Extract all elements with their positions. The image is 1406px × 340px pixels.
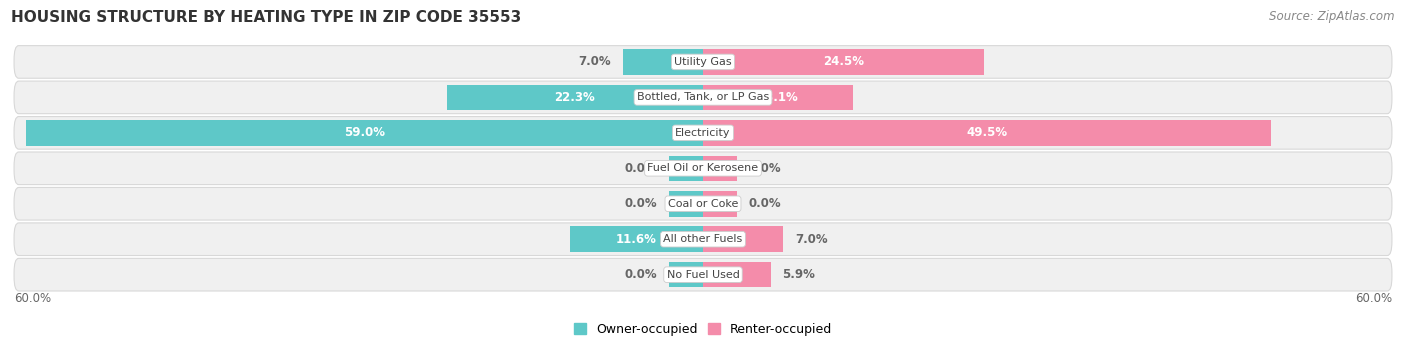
FancyBboxPatch shape xyxy=(14,187,1392,220)
Bar xyxy=(623,49,703,75)
Bar xyxy=(669,155,703,181)
Text: 13.1%: 13.1% xyxy=(758,91,799,104)
FancyBboxPatch shape xyxy=(14,152,1392,185)
Text: 5.9%: 5.9% xyxy=(782,268,815,281)
Text: 59.0%: 59.0% xyxy=(344,126,385,139)
FancyBboxPatch shape xyxy=(14,117,1392,149)
Bar xyxy=(669,262,703,287)
Text: Bottled, Tank, or LP Gas: Bottled, Tank, or LP Gas xyxy=(637,92,769,102)
Legend: Owner-occupied, Renter-occupied: Owner-occupied, Renter-occupied xyxy=(568,318,838,340)
Text: 0.0%: 0.0% xyxy=(624,162,657,175)
Text: 24.5%: 24.5% xyxy=(823,55,865,68)
Text: Utility Gas: Utility Gas xyxy=(675,57,731,67)
Bar xyxy=(703,191,738,217)
FancyBboxPatch shape xyxy=(14,223,1392,256)
Text: 0.0%: 0.0% xyxy=(624,197,657,210)
Bar xyxy=(25,120,703,146)
Bar xyxy=(669,191,703,217)
Text: 0.0%: 0.0% xyxy=(624,268,657,281)
Bar xyxy=(569,226,703,252)
Text: No Fuel Used: No Fuel Used xyxy=(666,270,740,280)
Bar xyxy=(703,262,770,287)
FancyBboxPatch shape xyxy=(14,81,1392,114)
Bar xyxy=(447,85,703,110)
Text: 7.0%: 7.0% xyxy=(794,233,828,246)
Text: 7.0%: 7.0% xyxy=(578,55,612,68)
Bar xyxy=(703,49,984,75)
Text: 22.3%: 22.3% xyxy=(554,91,595,104)
Text: 11.6%: 11.6% xyxy=(616,233,657,246)
FancyBboxPatch shape xyxy=(14,258,1392,291)
Text: 0.0%: 0.0% xyxy=(749,197,782,210)
Text: Source: ZipAtlas.com: Source: ZipAtlas.com xyxy=(1270,10,1395,23)
Text: HOUSING STRUCTURE BY HEATING TYPE IN ZIP CODE 35553: HOUSING STRUCTURE BY HEATING TYPE IN ZIP… xyxy=(11,10,522,25)
FancyBboxPatch shape xyxy=(14,46,1392,78)
Text: Coal or Coke: Coal or Coke xyxy=(668,199,738,209)
Text: 0.0%: 0.0% xyxy=(749,162,782,175)
Text: All other Fuels: All other Fuels xyxy=(664,234,742,244)
Text: 60.0%: 60.0% xyxy=(14,292,51,305)
Bar xyxy=(703,85,853,110)
Text: 49.5%: 49.5% xyxy=(967,126,1008,139)
Bar xyxy=(703,120,1271,146)
Bar xyxy=(703,226,783,252)
Text: Fuel Oil or Kerosene: Fuel Oil or Kerosene xyxy=(647,163,759,173)
Bar xyxy=(703,155,738,181)
Text: Electricity: Electricity xyxy=(675,128,731,138)
Text: 60.0%: 60.0% xyxy=(1355,292,1392,305)
